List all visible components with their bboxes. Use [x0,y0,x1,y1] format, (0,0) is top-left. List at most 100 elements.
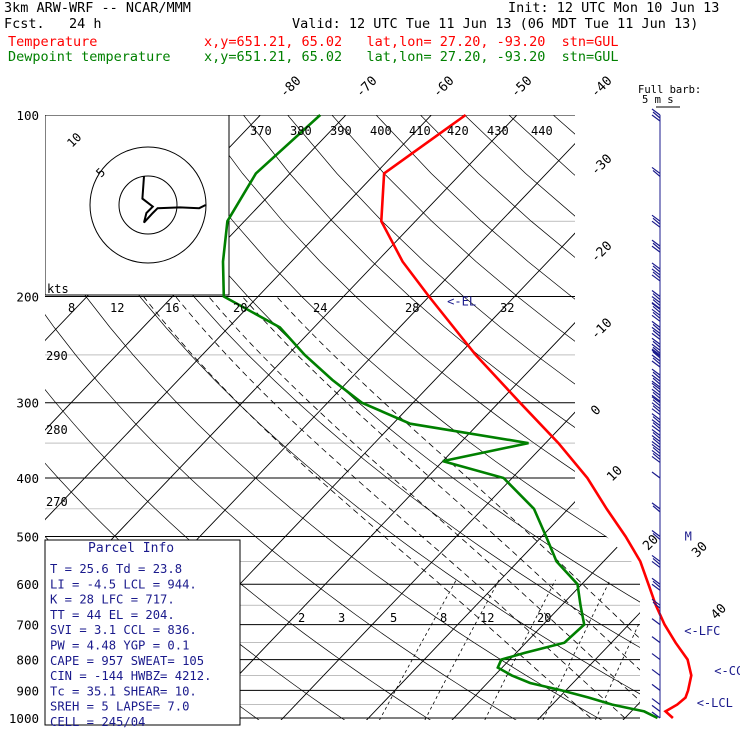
parcel-info-row: CIN = -144 HWBZ= 4212. [50,669,211,683]
wind-barb [651,598,661,606]
wind-barb [652,271,661,279]
wind-barb [651,368,661,376]
wind-barb [652,265,661,273]
wind-barb [652,416,661,424]
forecast-hour: Fcst. 24 h [4,16,102,32]
wind-barb [651,239,661,247]
wind-barb [652,405,661,413]
dry-adiabat [597,115,640,720]
isotherm-line [612,115,640,720]
wind-barb [651,471,661,479]
wind-barb [651,360,661,368]
speed-label: 32 [500,301,514,315]
level-annotation: <-LFC [684,624,720,638]
wind-barb [652,346,661,354]
parcel-info-bg [44,539,241,726]
wind-barb [651,268,661,276]
wind-barb [651,402,661,410]
temperature-label: 10 [604,463,626,485]
wind-barb [651,343,661,351]
dry-adiabat [65,115,640,720]
wind-barb [651,425,661,433]
level-annotation: M [685,529,692,543]
hodograph-box [45,115,230,296]
theta-label: 370 [250,124,272,138]
wind-barb [651,262,661,270]
wind-barb [651,314,661,322]
wind-barb [652,580,661,588]
wind-barb [651,502,661,510]
temperature-label: 0 [588,403,604,419]
temperature-label: -80 [277,74,304,101]
pressure-tick-label: 400 [16,471,39,486]
moist-adiabat [208,296,640,719]
hodograph-trace [141,176,207,224]
mixing-ratio-line [479,579,556,720]
wind-barb [652,111,661,119]
wind-barb [651,443,661,451]
temperature-label: -50 [508,74,535,101]
pressure-tick-label: 500 [16,529,39,544]
wind-barb [652,446,661,454]
theta-label: 380 [290,124,312,138]
mixing-ratio-label: 8 [440,611,447,625]
wind-barb [651,326,661,334]
wind-barb-column [651,108,661,719]
wind-barb [651,354,661,362]
isotherm-line [45,115,544,720]
wind-barb [651,296,661,304]
speed-label: 24 [313,301,327,315]
isotherm-line [526,115,640,720]
wind-barb [652,305,661,313]
theta-label: 290 [46,349,68,363]
wind-barb [651,698,661,706]
theta-label: 410 [409,124,431,138]
parcel-info-row: K = 28 LFC = 717. [50,593,175,607]
pressure-tick-label: 800 [16,653,39,668]
theta-label: 440 [531,124,553,138]
wind-barb [651,214,661,222]
wind-barb [651,382,661,390]
wind-barb [652,399,661,407]
wind-barb [652,601,661,609]
wind-barb [651,349,661,357]
temperature-label: -30 [588,152,615,179]
wind-barb [651,711,661,719]
dry-adiabat [287,115,640,720]
wind-barb [651,274,661,282]
wind-barb [652,340,661,348]
level-annotation: <-EL [447,295,476,309]
dry-adiabat [198,115,640,720]
pressure-tick-label: 600 [16,577,39,592]
dry-adiabat [420,115,640,720]
wind-barb [652,505,661,513]
wind-barb [651,380,661,388]
parcel-info-title: Parcel Info [88,541,174,556]
header: 3km ARW-WRF -- NCAR/MMM Init: 12 UTC Mon… [0,0,740,70]
temperature-label: -40 [588,74,615,101]
wind-barb [651,560,661,568]
wind-barb [651,455,661,463]
temperature-label: -70 [353,74,380,101]
wind-barb [651,529,661,537]
theta-label: 400 [370,124,392,138]
mixing-ratio-label: 2 [298,611,305,625]
wind-barb [652,422,661,430]
moist-adiabat [175,296,626,719]
wind-barb [651,114,661,122]
wind-barb [652,323,661,331]
wind-barb [651,166,661,174]
dry-adiabat [686,115,740,731]
isotherm-line [355,115,640,720]
moist-adiabat [143,296,592,719]
wind-barb [652,533,661,540]
legend-temperature: Temperature [8,34,98,50]
theta-label: 270 [46,495,68,509]
parcel-info-row: SREH = 5 LAPSE= 7.0 [50,700,189,714]
wind-barb [652,438,661,445]
wind-barb [651,441,661,448]
wind-barb [651,245,661,253]
isotherm-line [184,115,640,720]
pressure-tick-label: 100 [16,108,39,123]
